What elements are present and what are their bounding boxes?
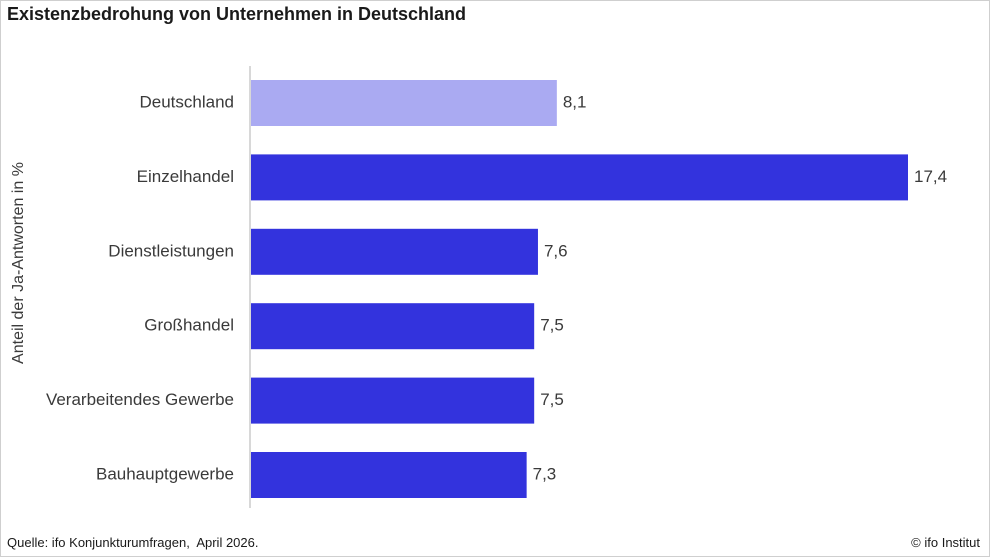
- bar-4: [251, 377, 535, 424]
- y-axis-title: Anteil der Ja-Antworten in %: [10, 162, 27, 364]
- value-label: 8,1: [563, 92, 587, 111]
- category-label: Großhandel: [144, 316, 234, 335]
- bar-3: [251, 303, 535, 350]
- value-label: 17,4: [914, 167, 947, 186]
- value-label: 7,5: [540, 316, 564, 335]
- category-label: Einzelhandel: [137, 167, 234, 186]
- category-label: Verarbeitendes Gewerbe: [46, 390, 234, 409]
- value-label: 7,5: [540, 390, 564, 409]
- category-label: Bauhauptgewerbe: [96, 464, 234, 483]
- copyright-credit: © ifo Institut: [911, 535, 980, 550]
- value-label: 7,6: [544, 241, 568, 260]
- category-label: Deutschland: [139, 92, 234, 111]
- bar-5: [251, 452, 527, 498]
- bar-2: [251, 228, 538, 275]
- category-label: Dienstleistungen: [108, 241, 234, 260]
- source-note: Quelle: ifo Konjunkturumfragen, April 20…: [7, 535, 259, 550]
- bar-0: [251, 80, 557, 126]
- bar-1: [251, 154, 908, 201]
- value-label: 7,3: [533, 464, 557, 483]
- chart-title: Existenzbedrohung von Unternehmen in Deu…: [7, 4, 467, 24]
